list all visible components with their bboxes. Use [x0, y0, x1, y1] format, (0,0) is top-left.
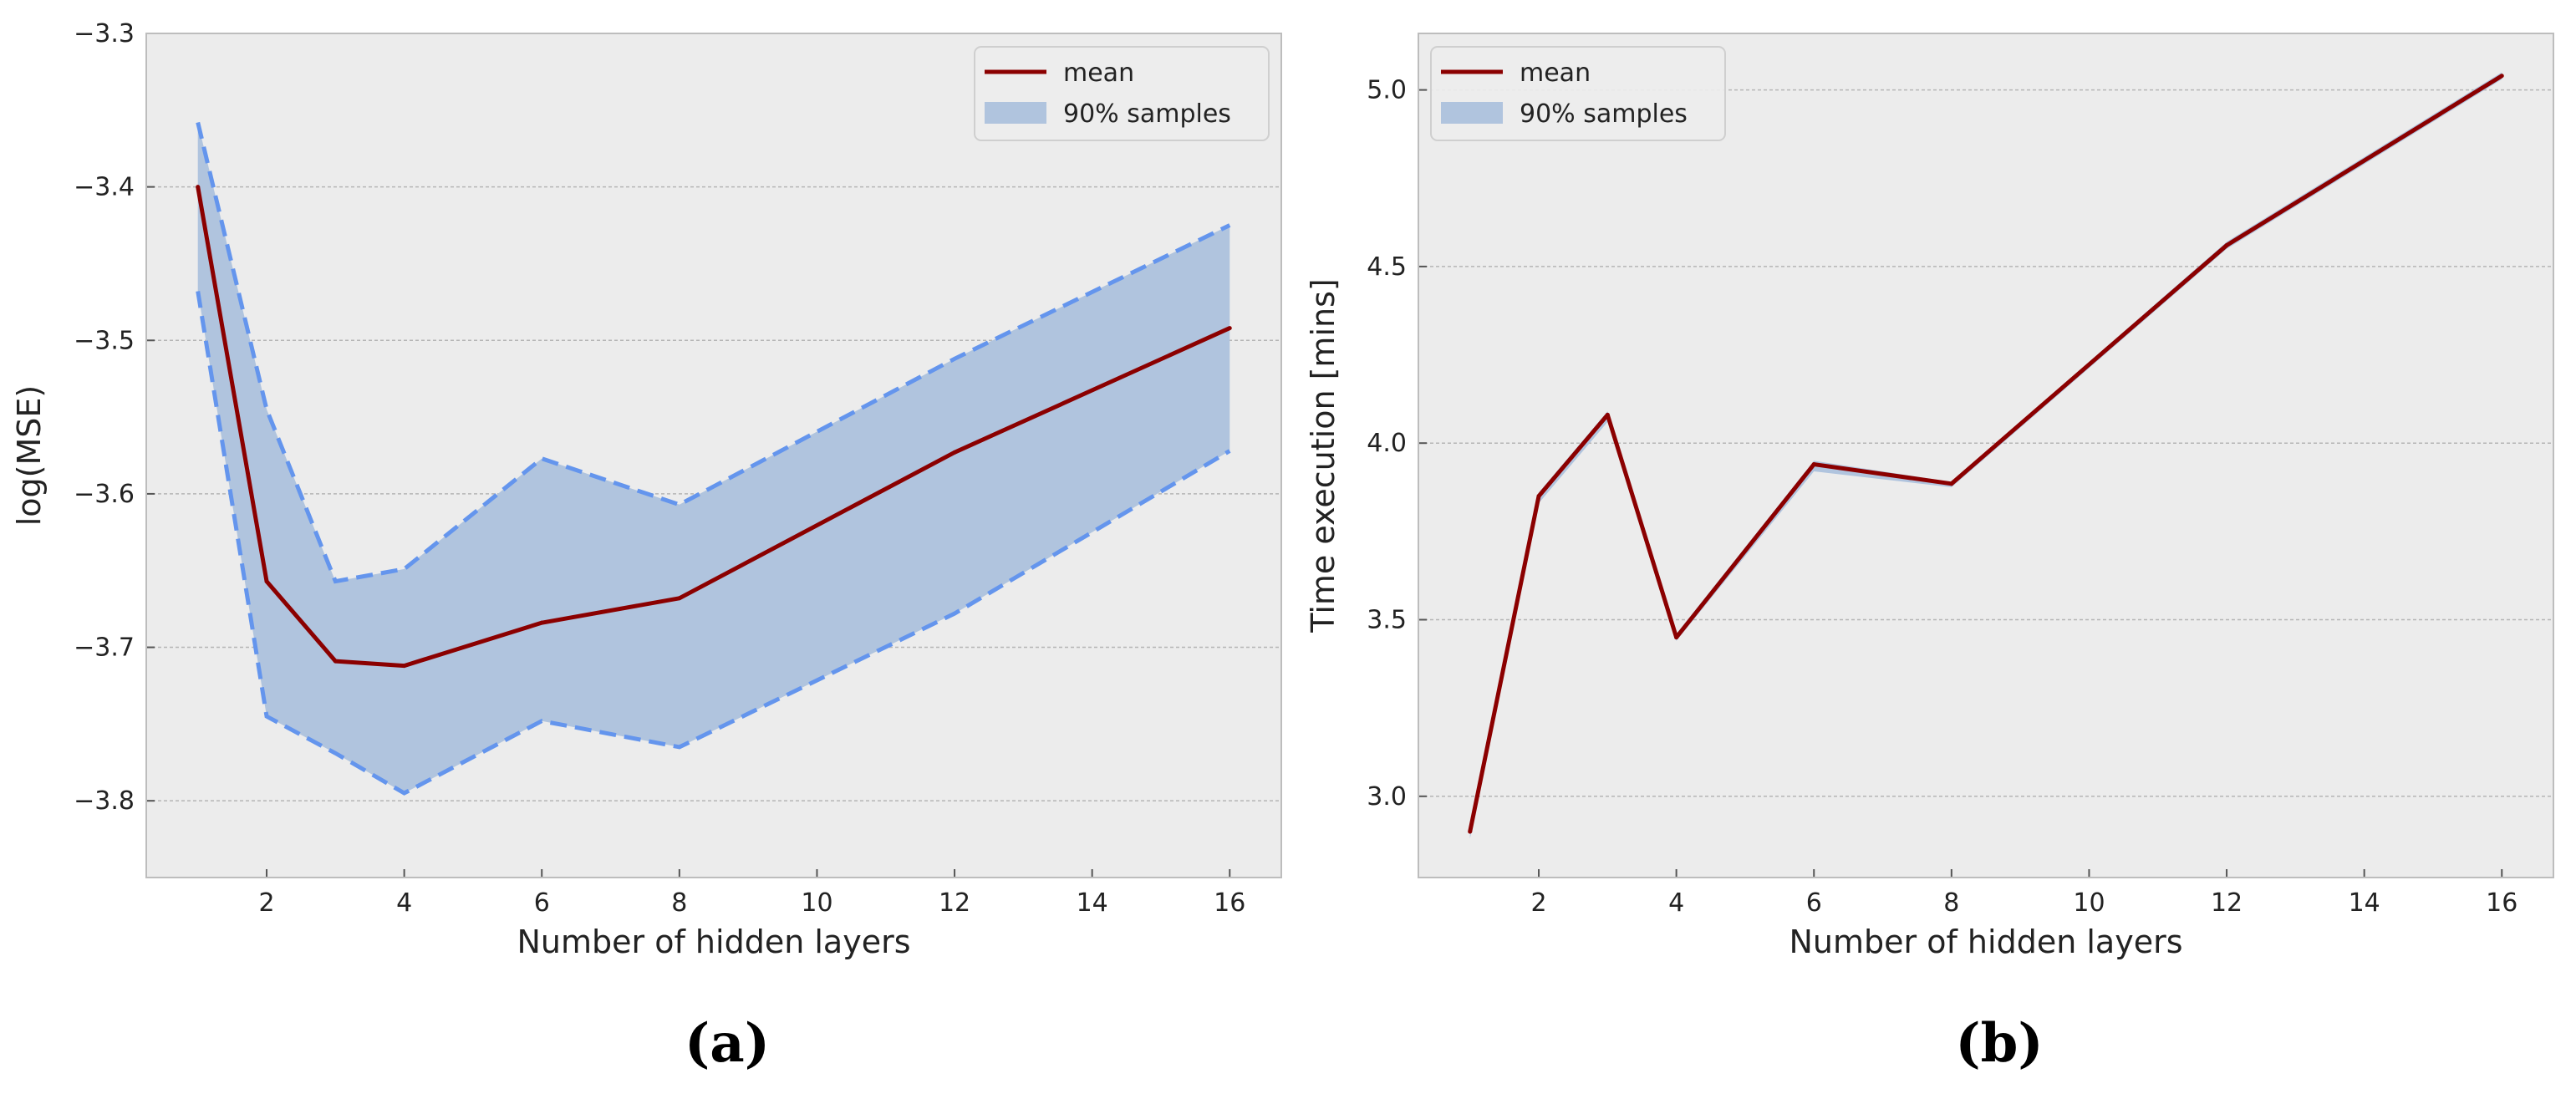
data-point — [402, 664, 407, 669]
x-tick-label: 2 — [258, 888, 274, 918]
y-tick-label: −3.6 — [74, 480, 135, 509]
y-tick-label: 5.0 — [1367, 76, 1407, 105]
data-point — [333, 659, 338, 664]
x-tick-label: 4 — [396, 888, 412, 918]
y-tick-label: −3.3 — [74, 19, 135, 48]
x-tick-label: 14 — [1077, 888, 1108, 918]
data-point — [539, 620, 544, 625]
y-tick-label: 4.0 — [1367, 429, 1407, 458]
data-point — [2499, 74, 2504, 79]
data-point — [1811, 462, 1816, 467]
x-tick-label: 14 — [2349, 888, 2380, 918]
x-tick-label: 12 — [2211, 888, 2243, 918]
panel-caption: (a) — [685, 1012, 770, 1075]
x-tick-label: 2 — [1530, 888, 1546, 918]
x-tick-label: 6 — [1806, 888, 1822, 918]
y-axis-label: Time execution [mins] — [1305, 278, 1341, 633]
series-line-mean — [1468, 74, 2503, 832]
data-point — [1949, 481, 1954, 486]
series-line-mean — [196, 186, 1231, 669]
data-point — [1674, 635, 1679, 640]
panel-caption: (b) — [1955, 1012, 2043, 1075]
x-tick-label: 4 — [1668, 888, 1684, 918]
plot-frame — [1418, 33, 2554, 878]
y-tick-label: −3.7 — [74, 633, 135, 663]
legend-label-mean: mean — [1063, 59, 1134, 88]
x-tick-label: 16 — [1214, 888, 1245, 918]
legend-swatch-band — [985, 102, 1046, 124]
x-tick-label: 16 — [2486, 888, 2517, 918]
y-axis-label: log(MSE) — [11, 385, 48, 527]
x-tick-label: 10 — [2073, 888, 2105, 918]
x-tick-label: 12 — [939, 888, 970, 918]
legend-swatch-band — [1441, 102, 1503, 124]
data-point — [1536, 494, 1541, 499]
x-tick-label: 6 — [534, 888, 550, 918]
band-upper-edge — [196, 121, 1231, 584]
plot-frame — [145, 33, 1282, 878]
legend-box — [974, 46, 1270, 141]
data-point — [264, 579, 269, 584]
y-tick-label: 4.5 — [1367, 252, 1407, 282]
x-tick-label: 8 — [1943, 888, 1959, 918]
legend: mean 90% samples — [1430, 46, 1726, 141]
band-lower-edge — [196, 291, 1231, 796]
x-axis-label: Number of hidden layers — [517, 923, 911, 960]
x-tick-label: 10 — [801, 888, 832, 918]
y-tick-label: −3.8 — [74, 786, 135, 816]
legend-label-mean: mean — [1520, 59, 1591, 88]
data-point — [2224, 243, 2229, 248]
data-point — [952, 450, 957, 455]
y-tick-label: −3.4 — [74, 173, 135, 202]
band-90pct — [197, 122, 1230, 793]
data-point — [1605, 412, 1610, 417]
data-point — [677, 596, 682, 601]
x-axis-label: Number of hidden layers — [1789, 923, 2183, 960]
data-point — [1227, 326, 1232, 331]
y-tick-label: −3.5 — [74, 326, 135, 355]
panel-a: −3.8 −3.7 −3.6 −3.5 −3.4 −3.3 2 4 6 8 10 12 14 16 Numb… — [11, 19, 1282, 1075]
legend: mean 90% samples — [974, 46, 1270, 141]
legend-label-band: 90% samples — [1063, 99, 1231, 129]
data-point — [1468, 829, 1473, 834]
legend-label-band: 90% samples — [1520, 99, 1688, 129]
x-tick-label: 8 — [671, 888, 687, 918]
data-point — [196, 185, 201, 190]
panel-b: 3.0 3.5 4.0 4.5 5.0 2 4 6 8 10 12 14 16 Number of hid… — [1305, 33, 2554, 1075]
y-tick-label: 3.5 — [1367, 606, 1407, 635]
y-tick-label: 3.0 — [1367, 782, 1407, 812]
legend-box — [1430, 46, 1726, 141]
